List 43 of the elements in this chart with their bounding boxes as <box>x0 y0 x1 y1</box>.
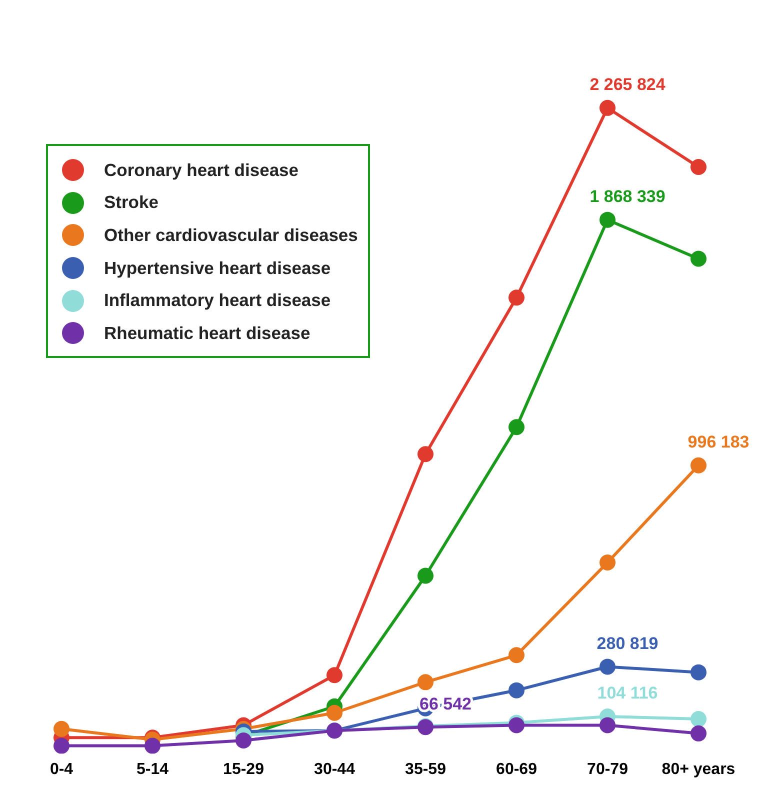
point <box>326 667 342 684</box>
point <box>690 158 706 175</box>
point <box>690 250 706 267</box>
point <box>600 100 616 116</box>
point <box>236 732 252 748</box>
legend-label: Rheumatic heart disease <box>104 322 310 344</box>
point <box>690 664 706 680</box>
point <box>508 419 524 436</box>
point <box>418 568 434 584</box>
point <box>418 674 434 690</box>
point <box>54 720 70 737</box>
point <box>690 457 706 474</box>
point <box>326 704 342 721</box>
point <box>508 290 524 306</box>
x-tick-label: 15-29 <box>223 760 264 778</box>
data-label: 280 819 <box>596 634 658 653</box>
data-label: 104 116 <box>597 684 658 703</box>
point <box>600 212 616 228</box>
point <box>600 658 616 675</box>
x-tick-label: 80+ years <box>662 760 736 778</box>
data-label: 996 183 <box>688 432 750 452</box>
point <box>144 738 160 754</box>
point <box>690 725 706 742</box>
legend-label: Hypertensive heart disease <box>104 258 331 279</box>
data-label: 2 265 824 <box>590 75 666 94</box>
point <box>508 647 524 664</box>
x-tick-label: 30-44 <box>314 760 356 778</box>
point <box>418 446 434 462</box>
data-label: 1 868 339 <box>590 187 666 206</box>
legend-label: Stroke <box>104 192 158 214</box>
x-tick-label: 5-14 <box>136 760 169 778</box>
x-tick-label: 35-59 <box>405 760 446 778</box>
point <box>600 717 616 734</box>
x-tick-label: 70-79 <box>587 760 628 778</box>
legend-label: Other cardiovascular diseases <box>104 224 358 246</box>
x-tick-label: 0-4 <box>50 760 74 778</box>
point <box>690 711 706 728</box>
legend-label: Inflammatory heart disease <box>104 290 331 312</box>
legend-label: Coronary heart disease <box>104 160 299 181</box>
x-tick-label: 60-69 <box>496 760 538 778</box>
point <box>600 554 616 571</box>
point <box>54 738 70 754</box>
point <box>508 682 524 698</box>
